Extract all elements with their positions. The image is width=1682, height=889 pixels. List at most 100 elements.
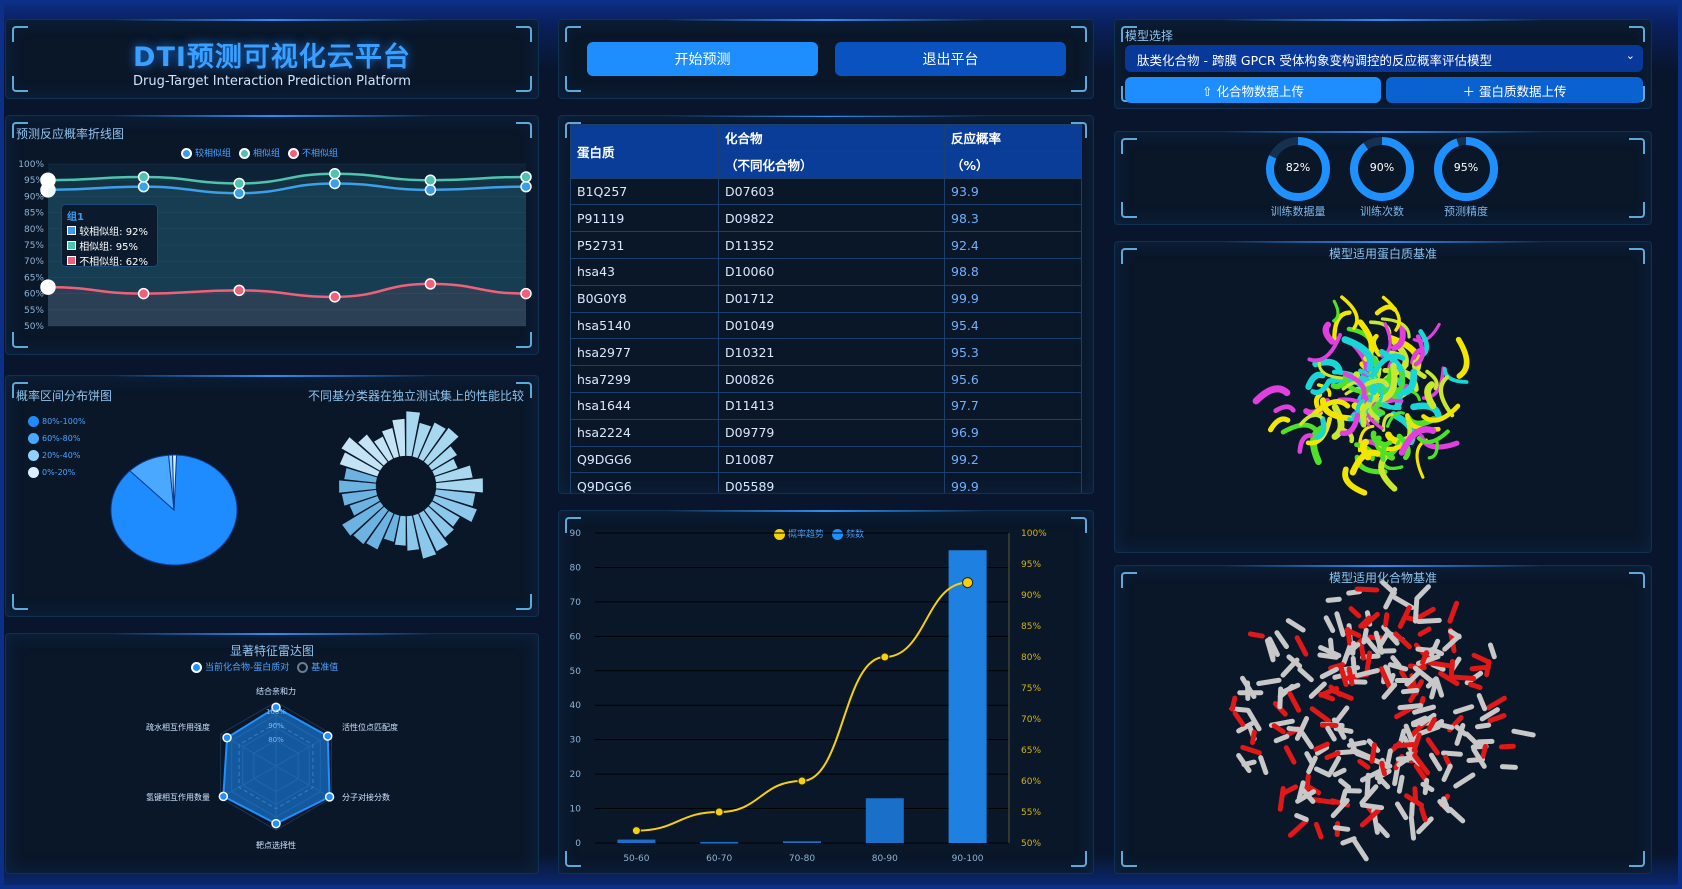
protein-ribbon [1369, 353, 1406, 378]
compound-bond [1412, 752, 1431, 776]
legend-item[interactable]: 0%-20% [28, 467, 86, 478]
table-row[interactable]: Q9DGG6 D10087 99.2 [570, 445, 1082, 474]
compound-bond [1412, 598, 1420, 624]
line-legend[interactable]: 较相似组 相似组 不相似组 [181, 146, 338, 159]
upload-protein-button[interactable]: ＋ 蛋白质数据上传 [1386, 77, 1643, 103]
y-tick-label: 85% [24, 209, 44, 219]
exit-platform-button[interactable]: 退出平台 [835, 42, 1066, 76]
results-table-scroll[interactable]: 蛋白质 化合物 反应概率 （不同化合物） （%） B1Q257 D07603 93.9 P9… [570, 124, 1082, 493]
compound-bond [1453, 704, 1475, 715]
legend-item[interactable]: 20%-40% [28, 450, 86, 461]
frequency-chart[interactable]: 0 10 20 30 40 50 60 70 80 90 50% 55% 60% 65% 70% 75% 80%… [559, 511, 1095, 875]
protein-ribbon [1360, 369, 1384, 404]
series-line [47, 172, 527, 185]
probability-cell: 95.6 [944, 365, 1082, 393]
x-tick-label: 90-100 [952, 854, 984, 864]
compound-bond [1396, 752, 1416, 768]
compound-bond [1511, 728, 1536, 738]
line-chart[interactable]: 50% 55% 60% 65% 70% 75% 80% 85% 90% 95% 100% [6, 116, 540, 356]
compound-structure-image [1229, 579, 1536, 862]
compound-panel-title: 模型适用化合物基准 [1328, 571, 1437, 585]
protein-ribbon [1331, 403, 1345, 440]
protein-ribbon [1332, 310, 1352, 341]
compound-bond [1318, 685, 1340, 698]
polar-bar [428, 500, 461, 528]
compound-bond [1354, 586, 1380, 593]
protein-structure-image [1252, 295, 1470, 496]
polar-bar [431, 458, 459, 477]
frequency-bar [617, 839, 656, 843]
compound-bond [1428, 752, 1443, 772]
compound-bond [1381, 682, 1398, 700]
compound-bond [1411, 732, 1422, 753]
compound-bond [1441, 796, 1451, 812]
header-protein[interactable]: 蛋白质 [570, 124, 719, 179]
compound-bond [1317, 652, 1339, 660]
frequency-bar [865, 798, 904, 843]
pie-legend[interactable]: 80%-100% 60%-80% 20%-40% 0%-20% [28, 416, 86, 484]
compound-bond [1447, 600, 1460, 624]
polar-bar [418, 509, 450, 553]
compound-bond [1440, 750, 1463, 757]
table-row[interactable]: hsa2977 D10321 95.3 [570, 338, 1082, 367]
y-tick-label: 75% [24, 241, 44, 251]
model-select[interactable]: 肽类化合物 - 跨膜 GPCR 受体构象变构调控的反应概率评估模型 ⌄ [1125, 45, 1643, 72]
polar-bar [406, 515, 420, 552]
y2-tick-label: 90% [1021, 591, 1041, 601]
compound-bond [1311, 797, 1337, 805]
pie-chart[interactable] [6, 376, 540, 618]
table-row[interactable]: B1Q257 D07603 93.9 [570, 177, 1082, 206]
protein-cell: hsa2224 [570, 418, 719, 447]
protein-ribbon [1378, 454, 1398, 492]
y-tick-label: 50 [570, 667, 582, 677]
polar-bar [434, 464, 474, 483]
table-row[interactable]: Q9DGG6 D05589 99.9 [570, 472, 1082, 493]
protein-ribbon [1442, 367, 1469, 384]
table-row[interactable]: hsa7299 D00826 95.6 [570, 365, 1082, 393]
upload-compound-button[interactable]: ⇧ 化合物数据上传 [1125, 77, 1381, 103]
trend-point [880, 652, 890, 662]
data-point [40, 172, 56, 188]
legend-item: 当前化合物-蛋白质对 [191, 660, 289, 673]
table-row[interactable]: hsa5140 D01049 95.4 [570, 311, 1082, 340]
radar-point [322, 731, 333, 741]
compound-bond [1277, 686, 1284, 710]
table-row[interactable]: hsa2224 D09779 96.9 [570, 418, 1082, 447]
header-compound[interactable]: 化合物 [718, 124, 945, 152]
compound-bond [1313, 741, 1330, 752]
metric-gauge: 90% 训练次数 [1347, 134, 1417, 219]
compound-bond [1338, 778, 1352, 790]
table-row[interactable]: hsa1644 D11413 97.7 [570, 391, 1082, 420]
compound-bond [1451, 674, 1477, 682]
protein-ribbon [1381, 295, 1401, 332]
compound-bond [1454, 722, 1466, 746]
protein-ribbon [1395, 371, 1406, 392]
table-row[interactable]: B0G0Y8 D01712 99.9 [570, 284, 1082, 313]
table-row[interactable]: P91119 D09822 98.3 [570, 204, 1082, 233]
compound-bond [1299, 730, 1314, 750]
compound-bond [1319, 666, 1339, 680]
protein-ribbon [1305, 371, 1326, 390]
compound-bond [1414, 584, 1431, 602]
radar-legend[interactable]: 当前化合物-蛋白质对 基准值 [191, 660, 338, 673]
protein-ribbon [1359, 438, 1372, 461]
table-row[interactable]: P52731 D11352 92.4 [570, 231, 1082, 259]
compound-bond [1240, 744, 1262, 756]
compound-bond [1314, 745, 1330, 756]
header-prob[interactable]: 反应概率 [944, 124, 1082, 152]
y-tick-label: 70% [24, 257, 44, 267]
protein-ribbon [1421, 403, 1461, 423]
compound-bond [1267, 641, 1276, 661]
table-row[interactable]: hsa43 D10060 98.8 [570, 257, 1082, 286]
compound-bond [1299, 786, 1316, 804]
start-prediction-button[interactable]: 开始预测 [587, 42, 818, 76]
compound-bond [1418, 712, 1437, 727]
compound-bond [1297, 667, 1314, 683]
protein-cell: hsa43 [570, 257, 719, 286]
chevron-down-icon: ⌄ [1625, 49, 1635, 62]
bar-legend[interactable]: 概率趋势 频数 [774, 527, 864, 540]
legend-item[interactable]: 80%-100% [28, 416, 86, 427]
compound-bond [1294, 635, 1309, 657]
legend-item[interactable]: 60%-80% [28, 433, 86, 444]
